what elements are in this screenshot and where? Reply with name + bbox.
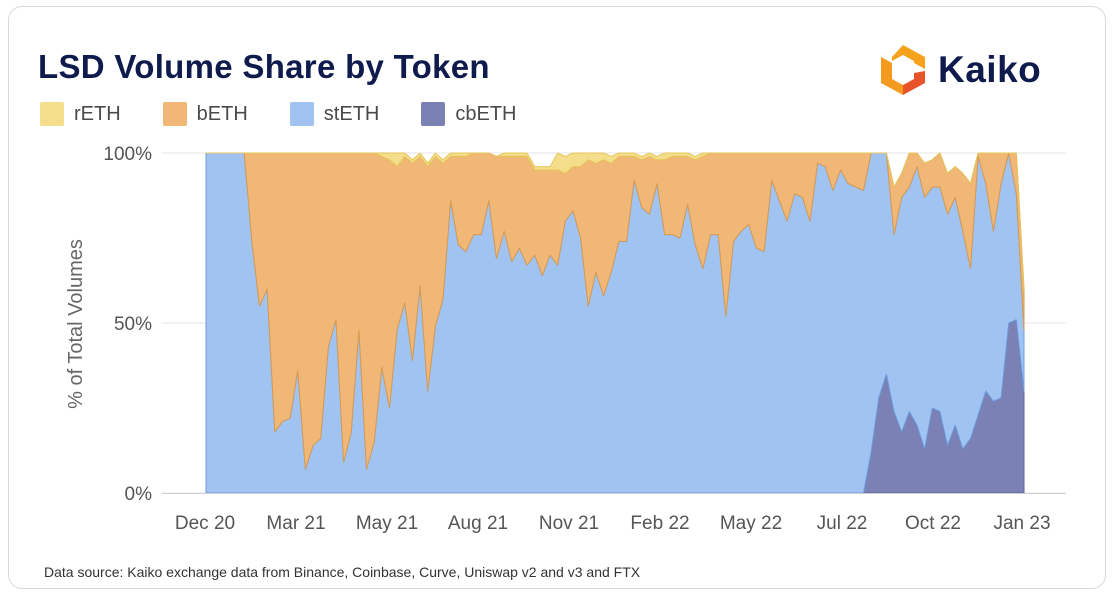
legend-swatch-beth bbox=[162, 102, 187, 126]
chart-legend: rETH bETH stETH cbETH bbox=[40, 102, 558, 126]
legend-label-steth: stETH bbox=[323, 102, 380, 125]
x-tick-label: Mar 21 bbox=[266, 513, 325, 534]
x-tick-label: Nov 21 bbox=[539, 513, 599, 534]
y-axis-label: % of Total Volumes bbox=[65, 239, 87, 409]
legend-item-steth[interactable]: stETH bbox=[289, 102, 380, 126]
x-tick-label: Jul 22 bbox=[817, 513, 868, 534]
data-source-note: Data source: Kaiko exchange data from Bi… bbox=[44, 564, 641, 580]
chart-title: LSD Volume Share by Token bbox=[38, 48, 490, 85]
x-tick-label: May 21 bbox=[356, 513, 418, 534]
axes: 0% 50% 100% Dec 20 Mar 21 May 21 Aug 21 Nov 21 F… bbox=[103, 144, 1066, 534]
legend-label-beth: bETH bbox=[196, 102, 248, 125]
legend-label-cbeth: cbETH bbox=[455, 102, 517, 125]
y-tick-label: 100% bbox=[103, 144, 152, 165]
x-tick-label: Dec 20 bbox=[175, 513, 235, 534]
x-tick-label: Aug 21 bbox=[448, 513, 508, 534]
x-tick-label: Feb 22 bbox=[630, 513, 689, 534]
stacked-areas bbox=[205, 152, 1025, 494]
x-tick-label: May 22 bbox=[720, 513, 782, 534]
x-tick-label: Jan 23 bbox=[993, 513, 1050, 534]
y-tick-label: 0% bbox=[125, 484, 153, 505]
legend-swatch-steth bbox=[289, 102, 314, 126]
kaiko-logo: Kaiko bbox=[876, 44, 1041, 96]
legend-item-reth[interactable]: rETH bbox=[40, 102, 121, 126]
legend-swatch-reth bbox=[40, 102, 64, 126]
kaiko-logo-icon bbox=[881, 45, 925, 95]
x-tick-label: Oct 22 bbox=[905, 513, 961, 534]
legend-label-reth: rETH bbox=[74, 102, 121, 125]
area-series-reth[interactable] bbox=[205, 152, 1025, 290]
legend-swatch-cbeth bbox=[421, 102, 446, 126]
legend-item-beth[interactable]: bETH bbox=[162, 102, 248, 126]
legend-item-cbeth[interactable]: cbETH bbox=[421, 102, 516, 126]
brand-name: Kaiko bbox=[938, 49, 1042, 90]
y-tick-label: 50% bbox=[114, 314, 152, 335]
